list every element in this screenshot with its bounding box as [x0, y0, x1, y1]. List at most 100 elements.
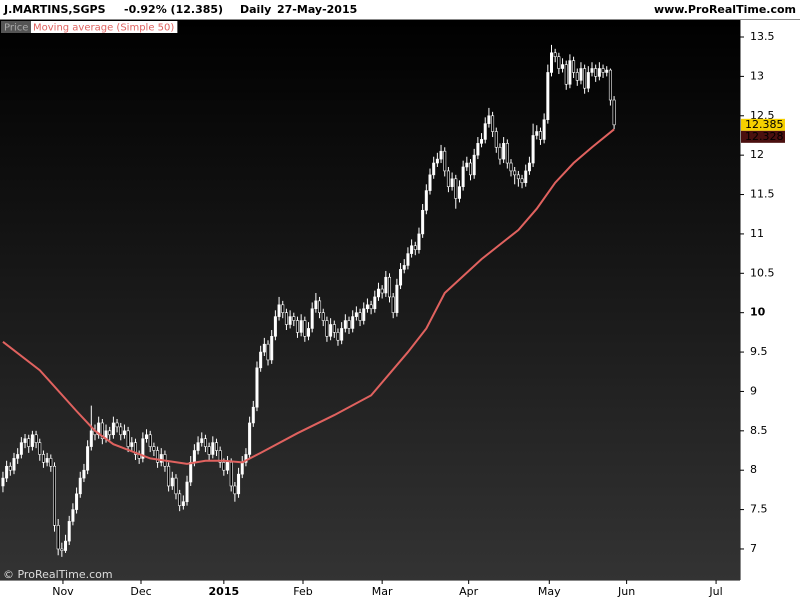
candle-body	[457, 186, 461, 199]
candle-body	[45, 458, 49, 463]
candle-body	[432, 162, 436, 176]
y-tick-label: 11.5	[750, 188, 775, 201]
candle-body	[192, 450, 196, 463]
candle-body	[152, 446, 156, 451]
candle-body	[170, 477, 174, 487]
candle-body	[167, 465, 171, 487]
candle-body	[561, 64, 565, 69]
x-tick-label: May	[538, 585, 561, 598]
candle-body	[1, 477, 5, 487]
candle-body	[513, 170, 517, 176]
candle-body	[520, 178, 524, 184]
candle-body	[340, 328, 344, 341]
candle-body	[480, 139, 484, 144]
candle-body	[159, 454, 163, 463]
x-tick-label: Mar	[372, 585, 393, 598]
candle-body	[148, 434, 152, 447]
y-tick-label: 13.5	[750, 30, 775, 43]
candle-body	[52, 465, 56, 526]
candle-body	[535, 131, 539, 136]
candle-body	[41, 454, 45, 463]
candle-body	[181, 501, 185, 506]
candle-body	[97, 422, 101, 436]
candle-body	[531, 135, 535, 164]
candle-body	[259, 351, 263, 369]
candle-body	[373, 296, 377, 310]
candle-body	[108, 430, 112, 436]
candle-body	[288, 316, 292, 325]
period: Daily	[240, 3, 271, 16]
legend-box	[31, 21, 178, 33]
candle-body	[189, 462, 193, 483]
candle-body	[542, 119, 546, 140]
candle-body	[185, 481, 189, 503]
candle-body	[601, 68, 605, 73]
candle-body	[321, 312, 325, 321]
candle-body	[60, 548, 64, 551]
candle-body	[229, 462, 233, 487]
candle-body	[226, 462, 230, 471]
candle-body	[30, 434, 34, 447]
candle-body	[266, 343, 270, 361]
candle-body	[19, 442, 23, 455]
last-price-label: 12.385	[745, 118, 784, 131]
y-tick-label: 9	[750, 384, 757, 397]
candle-body	[446, 170, 450, 187]
candle-body	[310, 308, 314, 329]
candle-body	[141, 438, 145, 459]
y-tick-label: 11	[750, 227, 764, 240]
candle-body	[439, 150, 443, 160]
moving-average-line	[2, 128, 615, 465]
candle-body	[354, 312, 358, 317]
candle-body	[546, 72, 550, 121]
candle-body	[428, 174, 432, 191]
candle-body	[133, 442, 137, 455]
candle-body	[145, 434, 149, 440]
candle-body	[71, 509, 75, 522]
candle-body	[575, 72, 579, 81]
candle-body	[284, 312, 288, 325]
candle-body	[395, 284, 399, 313]
candle-body	[318, 300, 322, 313]
candle-body	[413, 245, 417, 250]
candle-body	[605, 69, 609, 73]
candle-body	[538, 131, 542, 140]
x-tick-label: Apr	[459, 585, 479, 598]
candle-body	[454, 178, 458, 199]
candle-body	[476, 143, 480, 156]
x-tick-label: 2015	[209, 585, 240, 598]
candle-body	[461, 166, 465, 187]
candle-body	[365, 304, 369, 310]
candle-body	[299, 320, 303, 333]
candle-body	[156, 450, 160, 463]
candle-body	[597, 68, 601, 77]
candle-body	[75, 493, 79, 510]
candle-body	[12, 458, 16, 471]
candle-body	[200, 438, 204, 443]
candle-body	[376, 288, 380, 298]
candle-body	[384, 276, 388, 294]
candle-body	[64, 540, 68, 551]
candle-body	[111, 422, 115, 436]
candle-body	[612, 99, 616, 126]
candle-body	[498, 146, 502, 160]
y-tick-label: 10.5	[750, 266, 775, 279]
candle-body	[369, 304, 373, 310]
candle-body	[244, 454, 248, 463]
candle-body	[307, 328, 311, 337]
candle-body	[358, 312, 362, 321]
x-tick-label: Dec	[130, 585, 151, 598]
candle-body	[491, 115, 495, 132]
copyright: © ProRealTime.com	[3, 568, 113, 581]
candle-body	[196, 442, 200, 451]
candle-body	[178, 493, 182, 506]
candle-body	[203, 438, 207, 447]
candle-body	[237, 473, 241, 495]
candle-body	[5, 465, 9, 479]
candle-body	[472, 154, 476, 176]
source: www.ProRealTime.com	[654, 3, 796, 16]
candle-body	[303, 320, 307, 337]
candle-body	[388, 276, 392, 298]
candle-body	[27, 438, 31, 447]
candle-body	[494, 131, 498, 148]
